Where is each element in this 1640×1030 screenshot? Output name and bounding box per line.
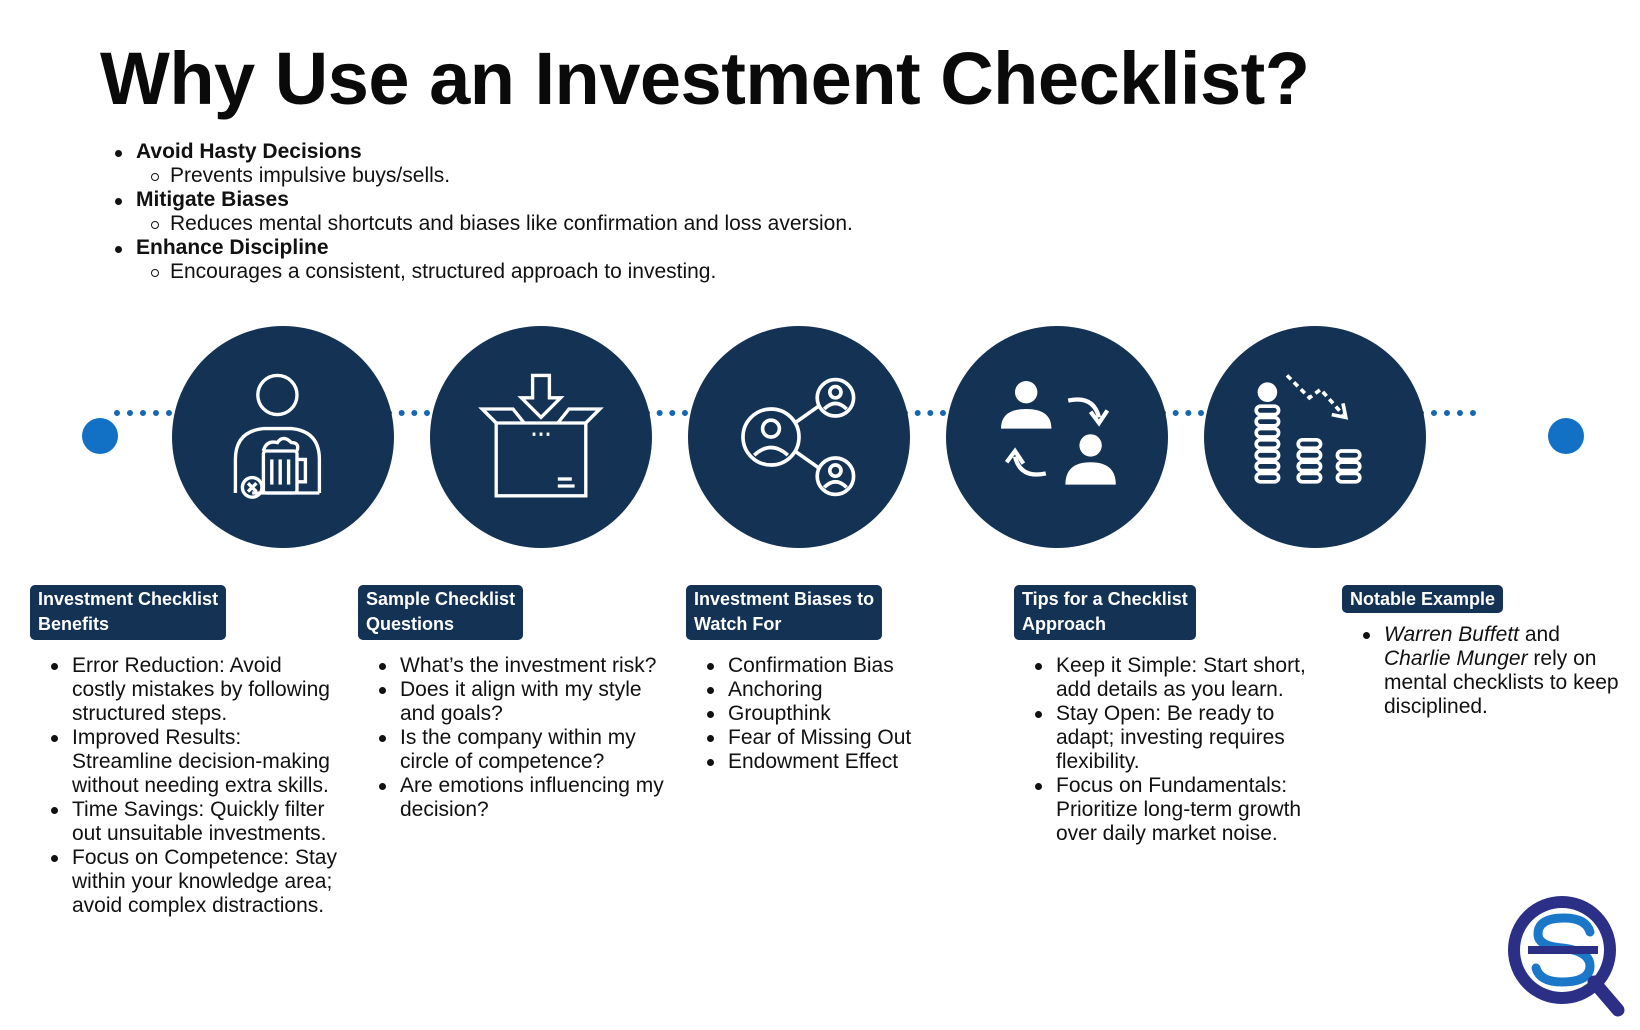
- circle-example: [1204, 326, 1426, 548]
- circle-benefits: [172, 326, 394, 548]
- label-example: Notable Example: [1342, 585, 1504, 613]
- timeline-connector: [386, 410, 430, 416]
- intro-list: Avoid Hasty Decisions Prevents impulsive…: [112, 140, 853, 284]
- example-name: Warren Buffett: [1384, 623, 1520, 646]
- label-line: Sample Checklist: [366, 589, 516, 609]
- timeline-end-dot: [1548, 418, 1584, 454]
- list-item: Keep it Simple: Start short, add details…: [1014, 654, 1324, 702]
- column-benefits: Investment Checklist Benefits Error Redu…: [30, 585, 340, 918]
- people-exchange-icon: [1001, 381, 1116, 485]
- circle-tips: [946, 326, 1168, 548]
- column-example: Notable Example Warren Buffett and Charl…: [1342, 585, 1632, 719]
- intro-item: Enhance Discipline Encourages a consiste…: [112, 236, 853, 284]
- list-item: Are emotions influencing my decision?: [358, 774, 668, 822]
- box-with-arrow-icon: [478, 373, 604, 498]
- label-line: Investment Biases to: [694, 589, 875, 609]
- example-text: rely on mental checklists to keep discip…: [1384, 647, 1619, 718]
- label-line: Benefits: [30, 612, 118, 639]
- intro-heading: Avoid Hasty Decisions: [136, 140, 362, 163]
- column-questions: Sample Checklist Questions What’s the in…: [358, 585, 668, 822]
- intro-item: Mitigate Biases Reduces mental shortcuts…: [112, 188, 853, 236]
- coins-decline-icon: [1254, 374, 1362, 484]
- circle-biases: [688, 326, 910, 548]
- circle-questions: [430, 326, 652, 548]
- label-line: Investment Checklist: [38, 589, 219, 609]
- benefits-list: Error Reduction: Avoid costly mistakes b…: [30, 654, 340, 918]
- list-item: Stay Open: Be ready to adapt; investing …: [1014, 702, 1324, 774]
- timeline-connector: [902, 410, 946, 416]
- timeline-connector: [1160, 410, 1204, 416]
- label-line: Notable Example: [1350, 589, 1496, 609]
- questions-list: What’s the investment risk? Does it alig…: [358, 654, 668, 822]
- list-item: Warren Buffett and Charlie Munger rely o…: [1342, 623, 1632, 719]
- list-item: Is the company within my circle of compe…: [358, 726, 668, 774]
- label-line: Watch For: [686, 612, 790, 639]
- timeline-connector: [114, 410, 172, 416]
- list-item: Anchoring: [686, 678, 996, 702]
- label-biases: Investment Biases to Watch For: [686, 585, 883, 640]
- intro-item: Avoid Hasty Decisions Prevents impulsive…: [112, 140, 853, 188]
- page-title: Why Use an Investment Checklist?: [100, 37, 1310, 120]
- label-line: Questions: [358, 612, 463, 639]
- list-item: Error Reduction: Avoid costly mistakes b…: [30, 654, 340, 726]
- example-name: Charlie Munger: [1384, 647, 1528, 670]
- list-item: What’s the investment risk?: [358, 654, 668, 678]
- intro-heading: Enhance Discipline: [136, 236, 329, 259]
- list-item: Fear of Missing Out: [686, 726, 996, 750]
- list-item: Confirmation Bias: [686, 654, 996, 678]
- label-questions: Sample Checklist Questions: [358, 585, 524, 640]
- example-list: Warren Buffett and Charlie Munger rely o…: [1342, 623, 1632, 719]
- list-item: Does it align with my style and goals?: [358, 678, 668, 726]
- label-tips: Tips for a Checklist Approach: [1014, 585, 1196, 640]
- label-benefits: Investment Checklist Benefits: [30, 585, 227, 640]
- brand-logo-icon: [1508, 896, 1625, 1017]
- list-item: Focus on Competence: Stay within your kn…: [30, 846, 340, 918]
- list-item: Endowment Effect: [686, 750, 996, 774]
- person-with-jar-icon: [233, 373, 322, 499]
- intro-detail: Reduces mental shortcuts and biases like…: [151, 212, 853, 235]
- list-item: Groupthink: [686, 702, 996, 726]
- timeline-start-dot: [82, 418, 118, 454]
- timeline-connector: [644, 410, 688, 416]
- intro-detail: Prevents impulsive buys/sells.: [151, 164, 853, 188]
- network-people-icon: [741, 377, 856, 497]
- biases-list: Confirmation Bias Anchoring Groupthink F…: [686, 654, 996, 774]
- intro-heading: Mitigate Biases: [136, 188, 289, 211]
- list-item: Time Savings: Quickly filter out unsuita…: [30, 798, 340, 846]
- column-biases: Investment Biases to Watch For Confirmat…: [686, 585, 996, 774]
- column-tips: Tips for a Checklist Approach Keep it Si…: [1014, 585, 1324, 846]
- tips-list: Keep it Simple: Start short, add details…: [1014, 654, 1324, 846]
- timeline-connector: [1418, 410, 1476, 416]
- label-line: Approach: [1014, 612, 1115, 639]
- list-item: Improved Results: Streamline decision-ma…: [30, 726, 340, 798]
- label-line: Tips for a Checklist: [1022, 589, 1188, 609]
- intro-detail: Encourages a consistent, structured appr…: [151, 260, 853, 284]
- list-item: Focus on Fundamentals: Prioritize long-t…: [1014, 774, 1324, 846]
- example-joiner: and: [1519, 623, 1560, 646]
